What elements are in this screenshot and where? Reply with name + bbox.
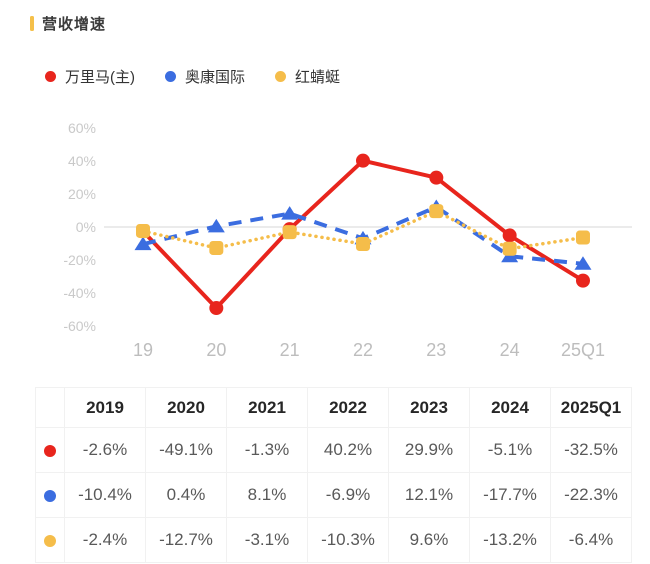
- value-cell: -13.2%: [469, 517, 551, 563]
- value-cell: -2.4%: [64, 517, 146, 563]
- title-accent-bar-icon: [30, 16, 34, 31]
- series-2-marker: [575, 230, 590, 245]
- value-cell: -6.4%: [550, 517, 632, 563]
- table-row-0: -2.6% -49.1% -1.3% 40.2% 29.9% -5.1% -32.5%: [35, 427, 632, 473]
- value-cell: -5.1%: [469, 427, 551, 473]
- panel-title-row: 营收增速: [30, 13, 106, 34]
- series-0-marker: [429, 170, 444, 185]
- value-cell: -12.7%: [145, 517, 227, 563]
- series-2-marker: [282, 225, 297, 240]
- series-dot-cell: [35, 472, 65, 518]
- series-2-marker: [355, 236, 370, 251]
- value-cell: 8.1%: [226, 472, 308, 518]
- y-axis-tick: -40%: [63, 285, 96, 301]
- value-cell: -2.6%: [64, 427, 146, 473]
- x-axis-tick: 20: [206, 340, 226, 360]
- series-0-marker: [355, 153, 370, 168]
- table-header-row: 2019 2020 2021 2022 2023 2024 2025Q1: [35, 387, 632, 428]
- legend-item-1[interactable]: 奥康国际: [165, 66, 245, 87]
- legend-dot-icon: [45, 71, 56, 82]
- value-cell: -3.1%: [226, 517, 308, 563]
- series-2-marker: [429, 204, 444, 219]
- series-dot-icon: [44, 489, 56, 502]
- table-row-1: -10.4% 0.4% 8.1% -6.9% 12.1% -17.7% -22.3%: [35, 472, 632, 518]
- legend-label: 红蜻蜓: [295, 69, 341, 86]
- value-cell: 29.9%: [388, 427, 470, 473]
- table-body: -2.6% -49.1% -1.3% 40.2% 29.9% -5.1% -32.5% -10…: [35, 427, 632, 563]
- series-0-marker: [575, 273, 590, 288]
- x-axis-tick: 23: [426, 340, 446, 360]
- series-2-marker: [502, 241, 517, 256]
- legend-dot-icon: [165, 71, 176, 82]
- y-axis-tick: -20%: [63, 252, 96, 268]
- table-year-header: 2023: [388, 387, 470, 428]
- series-dot-icon: [44, 534, 56, 547]
- x-axis-tick: 22: [353, 340, 373, 360]
- series-2-marker: [209, 240, 224, 255]
- table-year-header: 2024: [469, 387, 551, 428]
- value-cell: 0.4%: [145, 472, 227, 518]
- value-cell: -1.3%: [226, 427, 308, 473]
- series-0-marker: [502, 228, 517, 243]
- legend-label: 万里马(主): [65, 69, 135, 86]
- x-axis-tick: 24: [500, 340, 520, 360]
- value-cell: -6.9%: [307, 472, 389, 518]
- value-cell: -49.1%: [145, 427, 227, 473]
- x-axis-tick: 19: [133, 340, 153, 360]
- page-title: 营收增速: [42, 16, 107, 33]
- value-cell: 12.1%: [388, 472, 470, 518]
- table-year-header: 2019: [64, 387, 146, 428]
- x-axis-tick: 21: [280, 340, 300, 360]
- legend-label: 奥康国际: [185, 69, 246, 86]
- series-dot-cell: [35, 427, 65, 473]
- series-1-marker: [574, 256, 592, 270]
- revenue-growth-line-chart: 60% 40% 20% 0% -20% -40% -60% 19 20 21 22 23 24 25Q1: [63, 120, 632, 360]
- y-axis-tick: 60%: [68, 120, 96, 136]
- series-1-marker: [281, 206, 299, 220]
- value-cell: -22.3%: [550, 472, 632, 518]
- legend-item-2[interactable]: 红蜻蜓: [275, 66, 340, 87]
- series-2-marker: [136, 223, 150, 238]
- value-cell: 9.6%: [388, 517, 470, 563]
- y-axis-tick: 20%: [68, 186, 96, 202]
- value-cell: 40.2%: [307, 427, 389, 473]
- value-cell: -17.7%: [469, 472, 551, 518]
- legend-dot-icon: [275, 71, 287, 82]
- series-dot-cell: [35, 517, 65, 563]
- y-axis-tick: 40%: [68, 153, 96, 169]
- table-year-header: 2021: [226, 387, 308, 428]
- revenue-growth-table: 2019 2020 2021 2022 2023 2024 2025Q1 -2.6% -49.…: [35, 387, 632, 563]
- value-cell: -32.5%: [550, 427, 632, 473]
- table-year-header: 2020: [145, 387, 227, 428]
- table-year-header: 2025Q1: [550, 387, 632, 428]
- series-1-marker: [207, 218, 225, 233]
- value-cell: -10.3%: [307, 517, 389, 563]
- series-0-marker: [209, 301, 224, 316]
- table-year-header: 2022: [307, 387, 389, 428]
- table-corner-cell: [35, 387, 65, 428]
- y-axis-tick: -60%: [63, 318, 96, 334]
- series-dot-icon: [44, 444, 56, 457]
- y-axis-tick: 0%: [76, 219, 96, 235]
- value-cell: -10.4%: [64, 472, 146, 518]
- chart-legend: 万里马(主) 奥康国际 红蜻蜓: [45, 66, 340, 87]
- series-1-marker: [134, 236, 152, 251]
- table-row-2: -2.4% -12.7% -3.1% -10.3% 9.6% -13.2% -6.4%: [35, 517, 632, 563]
- x-axis-tick: 25Q1: [561, 340, 605, 360]
- legend-item-0[interactable]: 万里马(主): [45, 66, 135, 87]
- table-header: 2019 2020 2021 2022 2023 2024 2025Q1: [35, 387, 632, 428]
